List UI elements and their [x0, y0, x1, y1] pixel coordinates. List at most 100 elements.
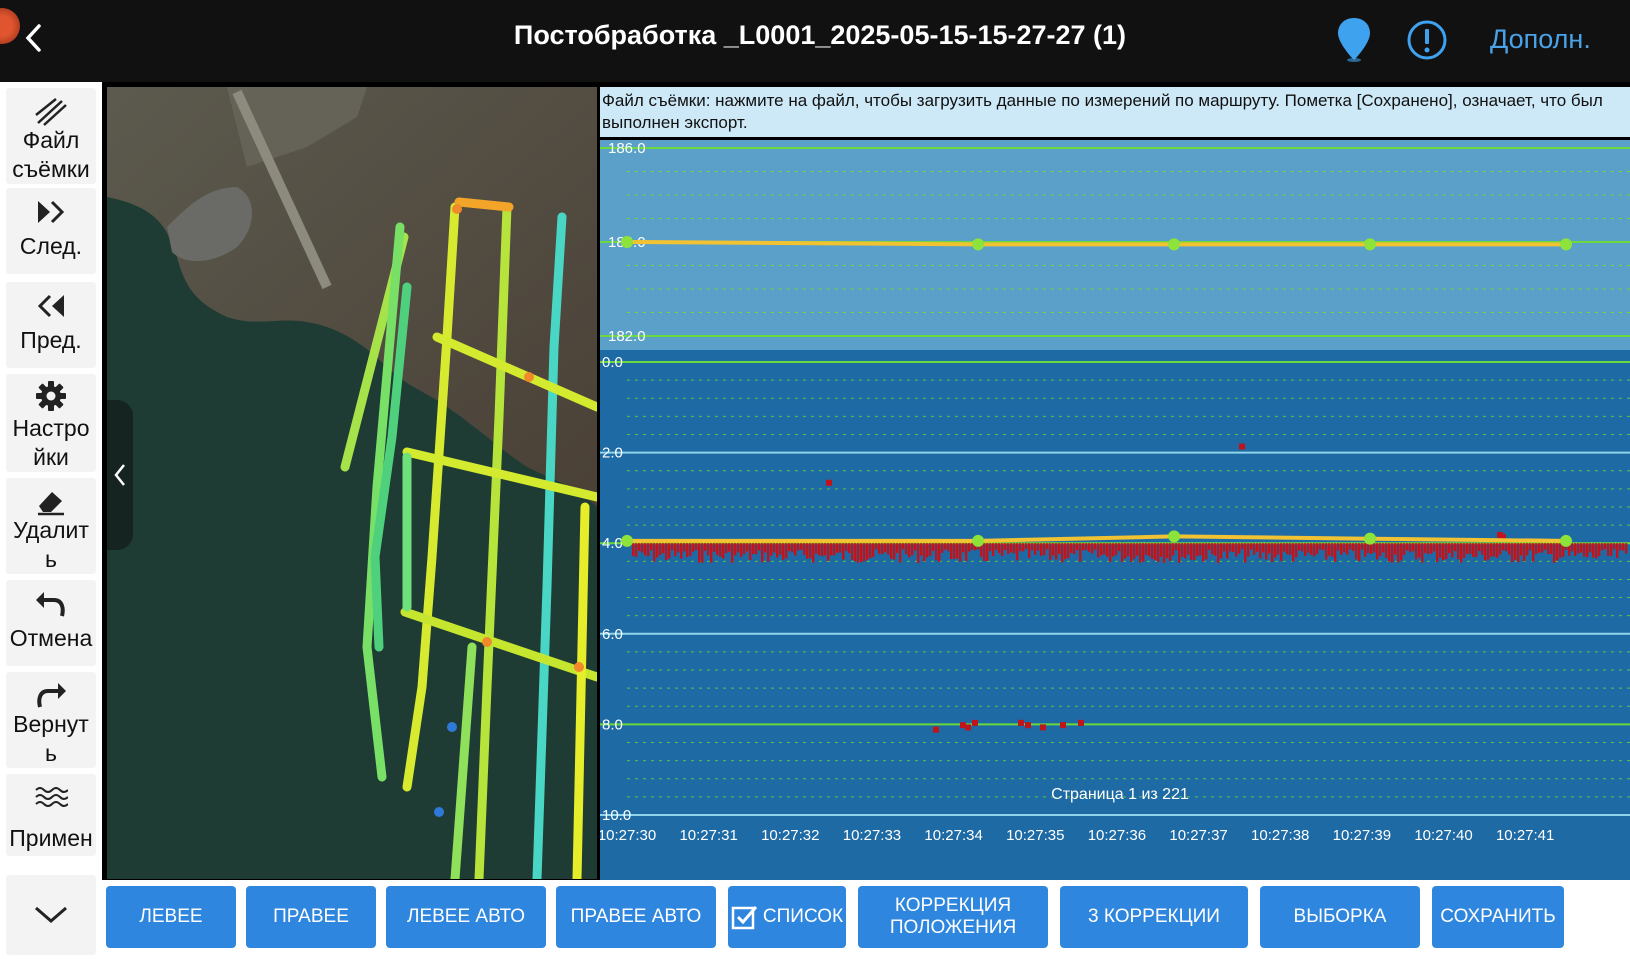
noise-mark — [1274, 543, 1277, 558]
sidebar-item-redo[interactable]: Вернут ь — [6, 672, 96, 768]
noise-mark — [1391, 543, 1394, 563]
x-tick-label: 10:27:32 — [761, 827, 819, 844]
action-bar: ЛЕВЕЕ ПРАВЕЕ ЛЕВЕЕ АВТО ПРАВЕЕ АВТО СПИС… — [102, 880, 1630, 959]
info-button[interactable] — [1406, 19, 1448, 61]
noise-mark — [1346, 543, 1349, 555]
corrections-button[interactable]: 3 КОРРЕКЦИИ — [1060, 886, 1248, 948]
noise-mark — [800, 543, 803, 550]
noise-mark — [1508, 543, 1511, 555]
position-correction-button[interactable]: КОРРЕКЦИЯ ПОЛОЖЕНИЯ — [858, 886, 1048, 948]
back-button[interactable] — [14, 18, 54, 58]
noise-mark — [1448, 543, 1451, 554]
x-tick-label: 10:27:39 — [1333, 827, 1391, 844]
noise-mark — [890, 543, 893, 559]
noise-mark — [1118, 543, 1121, 551]
noise-mark — [1259, 543, 1262, 559]
noise-mark — [1085, 543, 1088, 551]
track-segment — [370, 282, 412, 652]
noise-mark — [1076, 543, 1079, 551]
noise-mark — [806, 543, 809, 559]
noise-mark — [1010, 543, 1013, 553]
noise-mark — [1127, 543, 1130, 557]
noise-mark — [776, 543, 779, 558]
sidebar-expand-button[interactable] — [6, 875, 96, 955]
noise-mark — [1502, 543, 1505, 551]
noise-mark — [1019, 543, 1022, 552]
noise-mark — [1025, 543, 1028, 550]
noise-mark — [1091, 543, 1094, 554]
noise-mark — [980, 543, 983, 557]
x-tick-label: 10:27:38 — [1251, 827, 1309, 844]
noise-mark — [1319, 543, 1322, 550]
noise-mark — [1361, 543, 1364, 550]
noise-speck — [1018, 719, 1024, 726]
noise-mark — [1298, 543, 1301, 551]
noise-mark — [1577, 543, 1580, 554]
noise-mark — [1223, 543, 1226, 552]
sidebar-item-delete[interactable]: Удалит ь — [6, 478, 96, 574]
sidebar-item-settings[interactable]: Настро йки — [6, 374, 96, 472]
noise-mark — [1484, 543, 1487, 561]
noise-mark — [731, 543, 734, 563]
noise-mark — [1301, 543, 1304, 552]
noise-mark — [842, 543, 845, 560]
noise-mark — [1343, 543, 1346, 553]
noise-mark — [1349, 543, 1352, 550]
collapse-map-handle[interactable] — [107, 400, 133, 550]
sidebar-item-prev[interactable]: Пред. — [6, 282, 96, 368]
sidebar-item-label: Пред. — [20, 327, 82, 353]
track-segment — [400, 607, 597, 682]
noise-mark — [1313, 543, 1316, 557]
y-tick-label: 6.0 — [602, 626, 623, 643]
noise-mark — [854, 543, 857, 562]
x-tick-label: 10:27:37 — [1169, 827, 1227, 844]
noise-mark — [962, 543, 965, 553]
list-button[interactable]: СПИСОК — [728, 886, 846, 948]
right-button[interactable]: ПРАВЕЕ — [246, 886, 376, 948]
noise-mark — [1601, 543, 1604, 551]
noise-mark — [1211, 543, 1214, 555]
noise-mark — [1061, 543, 1064, 563]
save-button[interactable]: СОХРАНИТЬ — [1432, 886, 1564, 948]
noise-mark — [983, 543, 986, 561]
noise-mark — [1481, 543, 1484, 555]
noise-mark — [794, 543, 797, 556]
noise-mark — [770, 543, 773, 556]
noise-mark — [1235, 543, 1238, 557]
noise-mark — [1538, 543, 1541, 553]
noise-mark — [851, 543, 854, 560]
more-button[interactable]: Дополн. — [1490, 24, 1591, 54]
noise-mark — [797, 543, 800, 551]
noise-mark — [698, 543, 701, 563]
noise-mark — [971, 543, 974, 550]
noise-mark — [1073, 543, 1076, 555]
noise-mark — [1580, 543, 1583, 553]
location-button[interactable] — [1334, 16, 1374, 64]
noise-mark — [692, 543, 695, 552]
sidebar-item-next[interactable]: След. — [6, 188, 96, 274]
sidebar-item-survey-file[interactable]: Файл съёмки — [6, 88, 96, 184]
y-tick-label: 10.0 — [602, 807, 631, 824]
noise-mark — [926, 543, 929, 558]
noise-mark — [1181, 543, 1184, 557]
noise-mark — [965, 543, 968, 561]
right-auto-button[interactable]: ПРАВЕЕ АВТО — [556, 886, 716, 948]
y-tick-label: 182.0 — [608, 328, 646, 345]
satellite-map[interactable] — [107, 87, 597, 879]
noise-mark — [1382, 543, 1385, 553]
left-button[interactable]: ЛЕВЕЕ — [106, 886, 236, 948]
noise-mark — [1529, 543, 1532, 551]
button-label: ПРАВЕЕ — [273, 906, 349, 927]
sidebar-item-apply[interactable]: Примен — [6, 774, 96, 856]
selection-button[interactable]: ВЫБОРКА — [1260, 886, 1420, 948]
noise-mark — [1133, 543, 1136, 559]
sidebar-item-undo[interactable]: Отмена — [6, 580, 96, 666]
track-highlights — [452, 204, 584, 672]
noise-mark — [1418, 543, 1421, 558]
noise-mark — [818, 543, 821, 556]
left-auto-button[interactable]: ЛЕВЕЕ АВТО — [386, 886, 546, 948]
noise-mark — [836, 543, 839, 553]
noise-mark — [950, 543, 953, 560]
sidebar-item-label: След. — [19, 233, 83, 259]
